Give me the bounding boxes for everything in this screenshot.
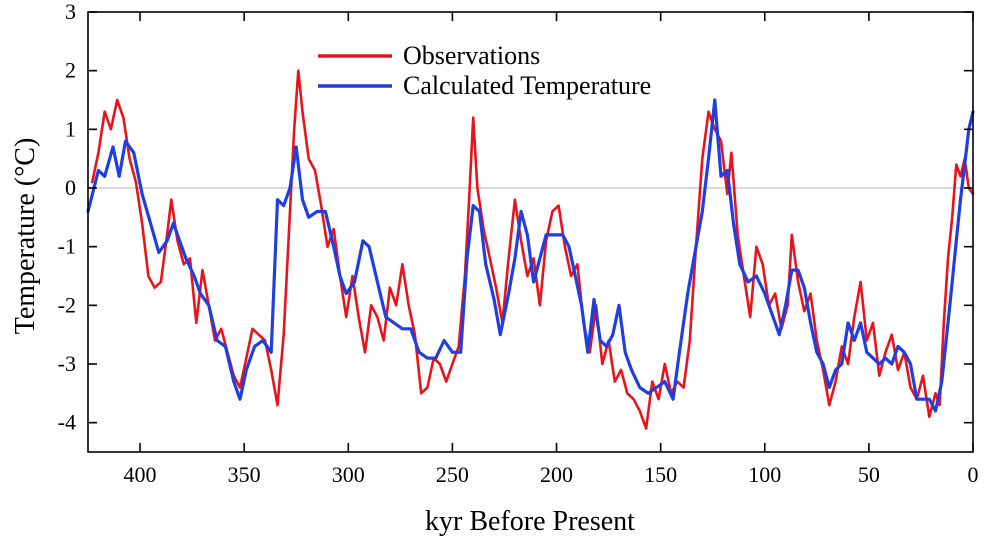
y-tick-label: 3 — [65, 0, 76, 24]
y-tick-label: -3 — [58, 351, 76, 376]
y-tick-label: 1 — [65, 116, 76, 141]
x-axis-title: kyr Before Present — [425, 506, 635, 537]
x-tick-label: 150 — [644, 462, 677, 487]
x-tick-label: 0 — [968, 462, 979, 487]
plot-frame — [87, 11, 974, 453]
x-tick-label: 350 — [228, 462, 261, 487]
x-tick-label: 400 — [124, 462, 157, 487]
y-tick-label: 2 — [65, 58, 76, 83]
labels-layer: 400 350 300 250 200 150 100 50 0 3 2 1 0 -1 -2 -3 -4 — [58, 0, 979, 487]
x-tick-label: 50 — [858, 462, 880, 487]
series-layer — [86, 69, 975, 430]
y-tick-label: -2 — [58, 292, 76, 317]
y-axis-title: Temperature (°C) — [10, 138, 41, 335]
y-tick-label: -1 — [58, 234, 76, 259]
y-tick-label: -4 — [58, 410, 76, 435]
legend-label-observations: Observations — [403, 41, 540, 70]
legend-label-calculated: Calculated Temperature — [403, 71, 651, 100]
series-line-observations — [90, 69, 975, 430]
ticks-layer — [88, 11, 974, 452]
x-tick-label: 300 — [332, 462, 365, 487]
x-tick-label: 250 — [436, 462, 469, 487]
x-tick-label: 100 — [748, 462, 781, 487]
legend: Observations Calculated Temperature — [318, 41, 651, 100]
y-tick-label: 0 — [65, 175, 76, 200]
x-tick-label: 200 — [540, 462, 573, 487]
series-line-calculated-temperature — [86, 98, 975, 413]
